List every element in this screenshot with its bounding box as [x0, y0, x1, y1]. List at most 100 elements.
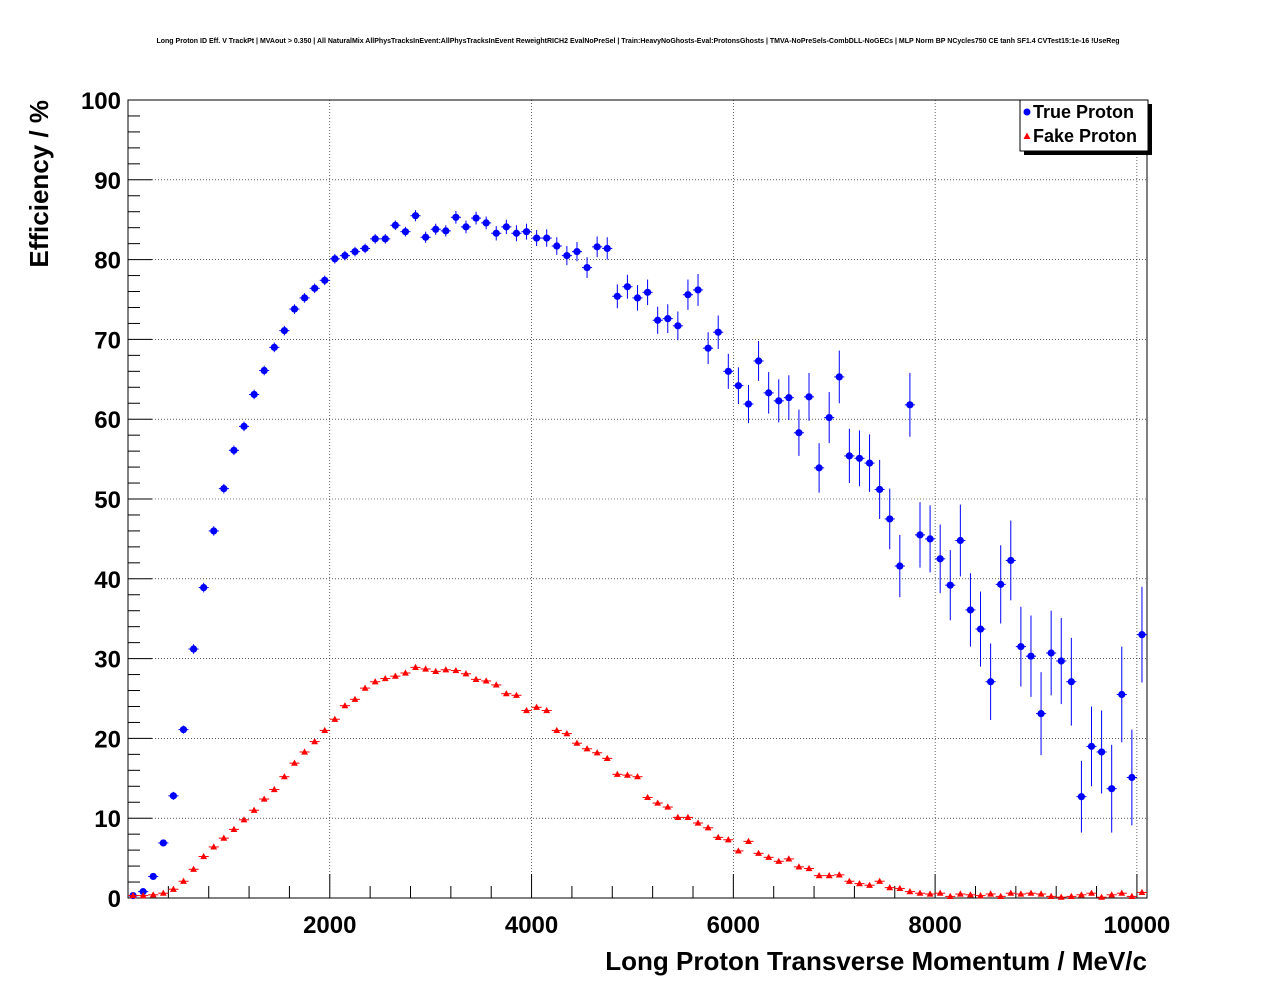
- data-point: [280, 773, 288, 780]
- data-point: [724, 367, 732, 375]
- data-point: [523, 706, 530, 714]
- data-point: [270, 343, 278, 351]
- data-point: [916, 531, 924, 539]
- data-point: [563, 252, 571, 260]
- data-point: [593, 243, 601, 251]
- data-point: [1108, 891, 1116, 898]
- data-point: [260, 795, 268, 802]
- data-point: [301, 748, 308, 755]
- data-point: [745, 837, 752, 844]
- data-point: [200, 852, 208, 860]
- y-tick-label: 0: [108, 886, 121, 913]
- data-point: [765, 389, 773, 397]
- data-point: [785, 855, 793, 862]
- series-fake-proton: [128, 663, 1147, 900]
- data-point: [734, 382, 742, 390]
- x-tick-label: 6000: [707, 912, 760, 939]
- data-point: [331, 255, 339, 263]
- data-point: [1138, 631, 1146, 639]
- data-point: [432, 225, 440, 233]
- data-point: [835, 373, 843, 381]
- data-point: [623, 283, 632, 291]
- data-point: [906, 888, 914, 895]
- data-point: [755, 849, 762, 856]
- data-point: [1078, 891, 1085, 898]
- legend-label-true-proton: True Proton: [1033, 102, 1134, 122]
- data-point: [613, 770, 621, 777]
- data-point: [543, 706, 551, 714]
- data-point: [634, 773, 641, 780]
- data-point: [865, 459, 874, 467]
- data-point: [341, 702, 349, 709]
- data-point: [926, 535, 934, 543]
- legend-box: [1019, 99, 1149, 152]
- data-point: [371, 678, 379, 685]
- data-point: [190, 865, 197, 872]
- data-point: [159, 889, 167, 896]
- data-point: [684, 291, 692, 299]
- data-point: [1007, 556, 1015, 565]
- data-point: [845, 452, 853, 460]
- data-point: [805, 864, 813, 872]
- data-point: [916, 889, 924, 896]
- data-point: [351, 695, 359, 702]
- data-point: [220, 834, 228, 841]
- data-point: [1118, 889, 1126, 896]
- data-point: [714, 328, 722, 336]
- data-point: [129, 892, 137, 899]
- data-point: [1057, 893, 1065, 900]
- x-axis-title: Long Proton Transverse Momentum / MeV/c: [605, 946, 1147, 976]
- data-point: [704, 344, 712, 352]
- x-tick-label: 10000: [1104, 912, 1171, 939]
- data-point: [734, 847, 742, 854]
- data-point: [462, 670, 470, 677]
- x-tick-label: 2000: [303, 912, 356, 939]
- data-point: [381, 674, 389, 682]
- data-point: [422, 233, 430, 241]
- data-point: [1047, 892, 1055, 900]
- data-point: [401, 228, 410, 236]
- data-point: [1037, 710, 1045, 718]
- data-point: [1027, 652, 1035, 660]
- data-point: [432, 667, 440, 674]
- data-point: [714, 833, 722, 840]
- y-tick-label: 90: [94, 168, 121, 195]
- data-point: [946, 892, 954, 900]
- data-point: [563, 730, 571, 737]
- data-point: [1047, 649, 1055, 657]
- data-point: [724, 836, 732, 843]
- data-point: [321, 276, 329, 284]
- data-point: [391, 672, 399, 679]
- y-tick-label: 50: [94, 487, 121, 514]
- data-point: [593, 749, 601, 756]
- data-point: [452, 213, 460, 221]
- data-point: [321, 726, 329, 734]
- data-point: [189, 645, 198, 653]
- y-tick-label: 80: [94, 248, 121, 275]
- data-point: [311, 737, 319, 745]
- data-point: [492, 229, 500, 237]
- data-point: [533, 703, 541, 710]
- data-point: [512, 229, 521, 237]
- data-point: [664, 803, 672, 810]
- data-point: [775, 397, 783, 405]
- y-tick-label: 60: [94, 407, 121, 434]
- data-point: [906, 401, 914, 409]
- data-point: [200, 583, 208, 592]
- data-point: [361, 684, 369, 691]
- y-tick-label: 20: [94, 726, 121, 753]
- data-point: [250, 390, 258, 399]
- data-point: [664, 315, 672, 323]
- grid: [128, 100, 1147, 898]
- y-tick-label: 30: [94, 647, 121, 674]
- data-point: [311, 284, 319, 292]
- data-point: [402, 669, 409, 676]
- plot-frame: [127, 99, 1148, 899]
- y-axis-title: Efficiency / %: [24, 100, 54, 268]
- data-point: [643, 288, 652, 296]
- data-point: [613, 292, 621, 300]
- data-point: [815, 464, 823, 472]
- legend-label-fake-proton: Fake Proton: [1033, 126, 1137, 146]
- y-tick-label: 70: [94, 327, 121, 354]
- data-point: [987, 678, 995, 686]
